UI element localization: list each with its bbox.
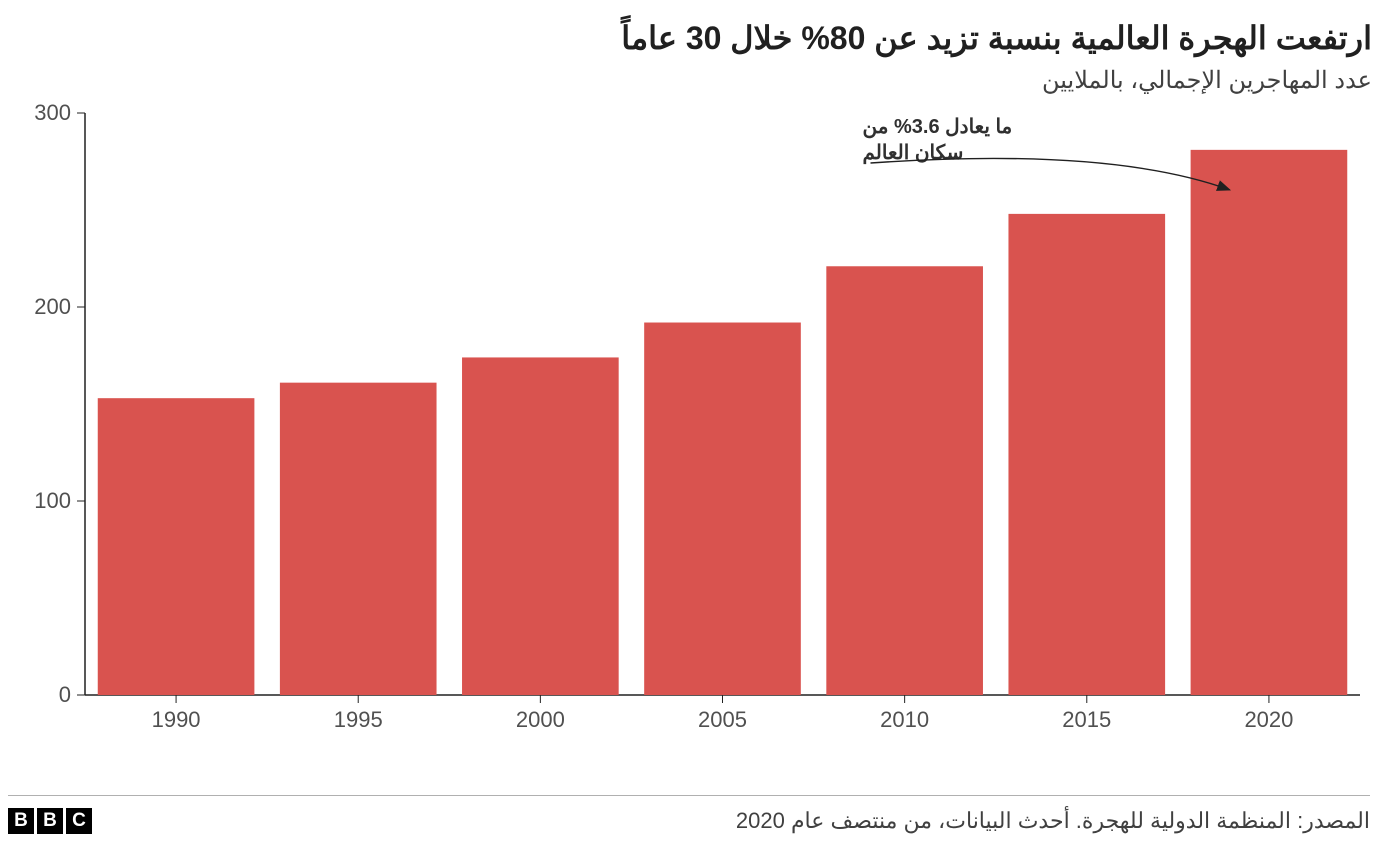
- bar: [644, 322, 801, 694]
- bar: [826, 266, 983, 695]
- svg-text:100: 100: [34, 488, 71, 513]
- chart-area: 0 100 200 300 1990 1995 2000 2005 2010 2015 2020 ما…: [0, 95, 1378, 795]
- bar: [1008, 213, 1165, 694]
- bar: [280, 382, 437, 694]
- chart-subtitle: عدد المهاجرين الإجمالي، بالملايين: [0, 66, 1378, 95]
- svg-text:300: 300: [34, 100, 71, 125]
- svg-text:1995: 1995: [334, 707, 383, 732]
- bbc-logo-letter: B: [37, 808, 63, 834]
- footer: المصدر: المنظمة الدولية للهجرة. أحدث الب…: [8, 795, 1370, 834]
- svg-text:2010: 2010: [880, 707, 929, 732]
- chart-container: ارتفعت الهجرة العالمية بنسبة تزيد عن 80%…: [0, 0, 1378, 862]
- chart-title: ارتفعت الهجرة العالمية بنسبة تزيد عن 80%…: [0, 18, 1378, 66]
- svg-text:2005: 2005: [698, 707, 747, 732]
- bar: [1191, 149, 1348, 694]
- bbc-logo-letter: B: [8, 808, 34, 834]
- bbc-logo: B B C: [8, 808, 92, 834]
- bar-chart: 0 100 200 300 1990 1995 2000 2005 2010 2015 2020 ما…: [0, 95, 1378, 765]
- svg-text:2015: 2015: [1062, 707, 1111, 732]
- bbc-logo-letter: C: [66, 808, 92, 834]
- svg-text:1990: 1990: [152, 707, 201, 732]
- bar: [98, 398, 255, 695]
- svg-text:2020: 2020: [1244, 707, 1293, 732]
- annotation-text: ما يعادل 3.6% من: [863, 116, 1013, 139]
- source-text: المصدر: المنظمة الدولية للهجرة. أحدث الب…: [736, 808, 1370, 834]
- annotation-text: سكان العالم: [863, 142, 964, 165]
- svg-text:2000: 2000: [516, 707, 565, 732]
- bar: [462, 357, 619, 695]
- svg-text:0: 0: [59, 682, 71, 707]
- svg-text:200: 200: [34, 294, 71, 319]
